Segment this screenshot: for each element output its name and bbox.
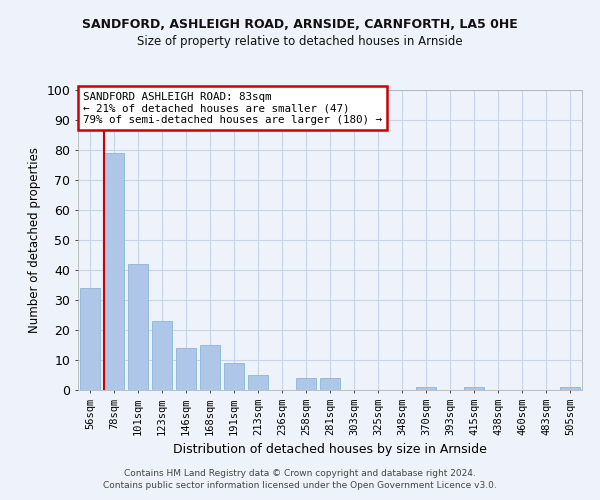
- Bar: [224, 363, 244, 390]
- Bar: [80, 288, 100, 390]
- Bar: [320, 378, 340, 390]
- Bar: [464, 387, 484, 390]
- Text: SANDFORD, ASHLEIGH ROAD, ARNSIDE, CARNFORTH, LA5 0HE: SANDFORD, ASHLEIGH ROAD, ARNSIDE, CARNFO…: [82, 18, 518, 30]
- Bar: [248, 375, 268, 390]
- Bar: [176, 348, 196, 390]
- X-axis label: Distribution of detached houses by size in Arnside: Distribution of detached houses by size …: [173, 444, 487, 456]
- Bar: [200, 345, 220, 390]
- Bar: [296, 378, 316, 390]
- Bar: [104, 153, 124, 390]
- Text: Contains public sector information licensed under the Open Government Licence v3: Contains public sector information licen…: [103, 481, 497, 490]
- Text: Size of property relative to detached houses in Arnside: Size of property relative to detached ho…: [137, 35, 463, 48]
- Bar: [560, 387, 580, 390]
- Text: Contains HM Land Registry data © Crown copyright and database right 2024.: Contains HM Land Registry data © Crown c…: [124, 468, 476, 477]
- Bar: [152, 321, 172, 390]
- Bar: [416, 387, 436, 390]
- Text: SANDFORD ASHLEIGH ROAD: 83sqm
← 21% of detached houses are smaller (47)
79% of s: SANDFORD ASHLEIGH ROAD: 83sqm ← 21% of d…: [83, 92, 382, 124]
- Y-axis label: Number of detached properties: Number of detached properties: [28, 147, 41, 333]
- Bar: [128, 264, 148, 390]
